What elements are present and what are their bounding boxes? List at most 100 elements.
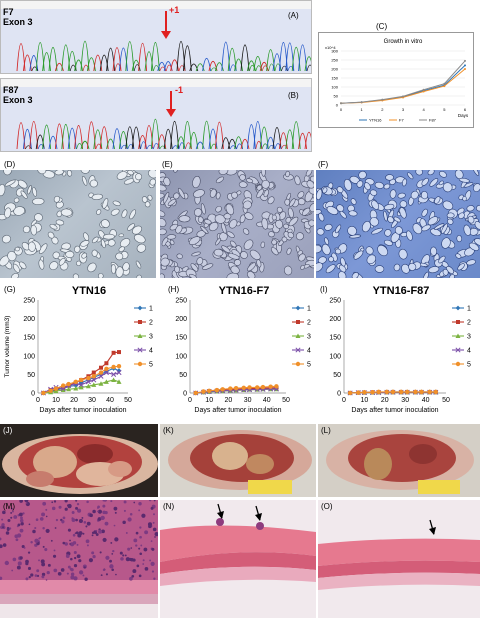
legend-marker	[455, 305, 461, 311]
panel-label-f: (F)	[318, 160, 329, 169]
necropsy-photo-k: (K)	[160, 424, 316, 497]
mutation-label-a: +1	[169, 5, 180, 15]
data-point	[247, 385, 252, 390]
data-point	[193, 390, 198, 396]
chart-c-point	[422, 90, 425, 93]
legend-marker	[138, 320, 142, 324]
chart-c-point	[464, 68, 466, 70]
data-point	[98, 381, 104, 386]
data-point	[73, 379, 79, 385]
legend-marker	[296, 320, 300, 324]
legend-marker	[295, 347, 301, 353]
chart-title: YTN16-F87	[373, 285, 430, 297]
y-tick-label: 150	[329, 335, 341, 342]
data-point	[91, 370, 96, 375]
data-point	[98, 373, 104, 379]
y-tick-label: 250	[23, 298, 35, 305]
chart-c-xtick: 1	[361, 107, 364, 112]
y-tick-label: 150	[175, 335, 187, 342]
x-tick-label: 0	[188, 397, 192, 404]
x-tick-label: 10	[205, 397, 213, 404]
x-axis-label: Days after tumor inoculation	[39, 407, 126, 414]
legend-label: 3	[149, 334, 153, 341]
data-point	[85, 383, 91, 389]
x-axis-label: Days after tumor inoculation	[351, 407, 438, 414]
y-tick-label: 0	[31, 391, 35, 398]
legend-label: 2	[467, 320, 471, 327]
chart-c-xtick: 0	[340, 107, 343, 112]
data-point	[214, 387, 220, 393]
chart-c-legend-label: YTN16	[369, 118, 382, 123]
data-point	[419, 389, 424, 395]
legend-label: 4	[307, 348, 311, 355]
legend-label: 4	[149, 348, 153, 355]
panel-label-o: (O)	[321, 502, 333, 511]
panel-label-c: (C)	[376, 22, 388, 31]
chart-c-xtick: 6	[464, 107, 467, 112]
legend-label: 5	[467, 362, 471, 369]
data-point	[241, 385, 246, 390]
chart-c-point	[443, 82, 446, 85]
y-tick-label: 0	[183, 391, 187, 398]
x-tick-label: 20	[225, 397, 233, 404]
data-point	[116, 369, 122, 376]
legend-label: 3	[467, 334, 471, 341]
chart-c-point	[340, 102, 342, 105]
data-point	[220, 387, 225, 392]
chart-c-point	[464, 59, 466, 62]
data-point	[274, 384, 279, 389]
legend-marker	[456, 320, 460, 324]
chart-c-ytick: 200	[331, 67, 338, 72]
chart-c-point	[422, 88, 425, 91]
data-point	[41, 390, 46, 396]
legend-label: 5	[307, 362, 311, 369]
data-point	[405, 389, 410, 395]
chart-c-ytick: 300	[331, 49, 338, 54]
data-point	[53, 388, 59, 394]
data-point	[111, 364, 116, 370]
data-point	[427, 389, 432, 395]
chart-c-point	[381, 98, 384, 101]
x-tick-label: 10	[52, 397, 60, 404]
data-point	[117, 350, 121, 355]
sample-label-b: F87	[3, 85, 19, 95]
chart-c-ytick: 0	[336, 103, 339, 108]
legend-marker	[137, 361, 143, 367]
data-point	[233, 385, 239, 391]
mutation-label-b: -1	[175, 85, 184, 95]
micrograph-d	[0, 170, 156, 278]
data-point	[86, 375, 91, 381]
legend-marker	[455, 361, 461, 367]
data-point	[116, 379, 122, 384]
legend-label: 2	[307, 320, 311, 327]
x-tick-label: 50	[442, 397, 450, 404]
data-point	[255, 385, 260, 390]
x-tick-label: 0	[342, 397, 346, 404]
chart-c-xtick: 5	[443, 107, 446, 112]
data-point	[260, 384, 266, 390]
data-point	[61, 383, 66, 388]
exon-label-a: Exon 3	[3, 17, 33, 27]
x-tick-label: 0	[36, 397, 40, 404]
panel-a: F7 Exon 3 +1 (A)	[0, 0, 312, 74]
data-point	[60, 387, 66, 393]
data-point	[116, 364, 122, 369]
chart-c-xtick: 3	[402, 107, 405, 112]
chart-c-point	[464, 64, 466, 67]
histology-n: (N)	[160, 500, 316, 618]
data-point	[433, 389, 438, 395]
data-point	[104, 369, 109, 374]
data-point	[376, 389, 381, 395]
x-tick-label: 30	[244, 397, 252, 404]
legend-marker	[455, 333, 461, 338]
panel-label-m: (M)	[3, 502, 15, 511]
histology-m: (M)	[0, 500, 158, 618]
chart-c-legend-label: F87	[429, 118, 437, 123]
panel-label-e: (E)	[162, 160, 173, 169]
data-point	[48, 388, 53, 393]
tumor-chart-ytn16: YTN16 0 50 100 150 200 250 0 10 20 30 40 50 Days afte…	[4, 285, 153, 414]
legend-marker	[137, 305, 143, 311]
data-point	[53, 386, 59, 391]
legend-marker	[295, 361, 301, 367]
data-point	[78, 384, 84, 390]
